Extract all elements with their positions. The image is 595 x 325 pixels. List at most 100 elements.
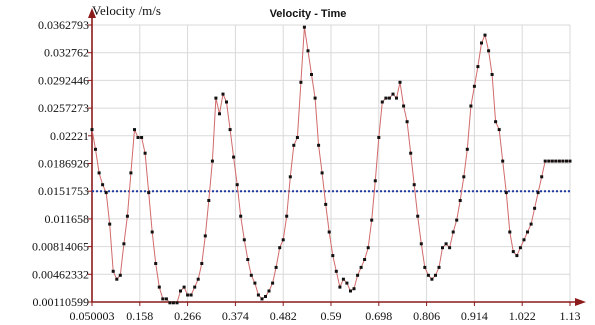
data-point — [118, 273, 122, 277]
data-point — [253, 281, 257, 285]
data-point — [104, 191, 108, 195]
data-point — [363, 258, 367, 261]
data-point — [508, 230, 512, 234]
data-point — [434, 273, 437, 277]
data-point — [264, 295, 267, 298]
data-point — [207, 199, 211, 202]
data-point — [437, 265, 441, 269]
y-tick-labels: 0.0362793 0.032762 0.0292446 0.0257273 0.022… — [32, 18, 92, 309]
data-point — [143, 151, 147, 155]
data-point — [136, 136, 140, 139]
chart-title: Velocity - Time — [270, 8, 347, 20]
data-point — [511, 250, 515, 254]
data-point — [448, 246, 452, 250]
data-point — [472, 84, 476, 88]
data-point — [331, 254, 335, 258]
data-point — [310, 73, 313, 76]
data-point — [129, 171, 133, 175]
data-point — [317, 143, 321, 147]
data-point — [225, 100, 228, 104]
data-point — [302, 25, 306, 29]
data-point — [203, 234, 207, 238]
x-tick-label: 0.482 — [270, 309, 297, 323]
data-point — [175, 301, 179, 305]
x-tick-label: 1.022 — [509, 309, 536, 323]
data-point — [218, 112, 221, 116]
data-point — [469, 104, 473, 108]
data-point — [387, 96, 391, 100]
y-tick-label: 0.00814065 — [32, 240, 89, 254]
data-point — [451, 230, 455, 234]
data-point — [565, 159, 568, 163]
x-tick-label: 0.806 — [413, 309, 440, 323]
data-point — [168, 301, 172, 305]
data-point — [373, 179, 377, 183]
data-point — [164, 297, 168, 301]
data-point — [380, 100, 384, 104]
grid — [92, 24, 571, 302]
data-point — [299, 80, 303, 84]
y-tick-label: 0.02221 — [50, 129, 89, 143]
data-point — [395, 96, 398, 100]
y-tick-label: 0.00110599 — [32, 295, 89, 309]
data-point — [554, 159, 558, 163]
data-point — [292, 143, 296, 147]
data-point — [487, 49, 491, 53]
data-point — [157, 285, 161, 289]
x-tick-label: 0.050003 — [70, 309, 115, 323]
data-point — [260, 297, 264, 301]
data-point — [426, 273, 430, 277]
data-point — [154, 262, 158, 265]
data-point — [161, 297, 165, 301]
data-point — [377, 136, 381, 139]
data-point — [536, 191, 540, 195]
data-point — [444, 242, 448, 246]
data-point — [405, 120, 409, 124]
data-point — [416, 214, 420, 218]
data-point — [306, 49, 310, 53]
y-tick-label: 0.0362793 — [38, 18, 89, 32]
data-point — [147, 191, 151, 195]
data-point — [345, 281, 349, 285]
data-point — [504, 191, 508, 195]
data-point — [352, 287, 356, 291]
data-point — [101, 183, 105, 187]
data-point — [370, 218, 374, 222]
data-point — [295, 136, 299, 139]
data-point — [497, 128, 501, 132]
data-point — [90, 128, 94, 132]
x-tick-label: 0.158 — [126, 309, 153, 323]
data-point — [334, 269, 338, 273]
x-tick-label: 0.698 — [365, 309, 392, 323]
y-tick-label: 0.0292446 — [38, 73, 89, 87]
data-point — [232, 155, 236, 159]
data-point — [267, 289, 271, 293]
data-point — [518, 246, 522, 250]
data-point — [409, 151, 413, 155]
data-point — [210, 159, 214, 163]
data-point — [327, 230, 331, 234]
data-point — [179, 289, 182, 293]
data-point — [515, 254, 519, 258]
data-point — [313, 96, 317, 100]
data-point — [412, 183, 416, 187]
data-point — [349, 289, 352, 293]
y-tick-label: 0.011658 — [44, 212, 89, 226]
series-line — [91, 27, 570, 304]
x-tick-label: 0.59 — [321, 309, 342, 323]
data-point — [256, 293, 260, 297]
y-axis-arrow — [88, 8, 96, 18]
y-tick-label: 0.032762 — [44, 46, 89, 60]
data-point — [111, 269, 115, 273]
y-tick-label: 0.00462332 — [32, 267, 89, 281]
data-point — [398, 80, 402, 84]
data-point — [242, 238, 246, 242]
data-point — [402, 104, 406, 108]
data-point — [384, 96, 388, 100]
data-point — [186, 293, 190, 297]
data-point — [228, 128, 232, 132]
y-tick-label: 0.0186926 — [38, 157, 89, 171]
data-point — [494, 120, 498, 124]
data-point — [235, 183, 239, 187]
